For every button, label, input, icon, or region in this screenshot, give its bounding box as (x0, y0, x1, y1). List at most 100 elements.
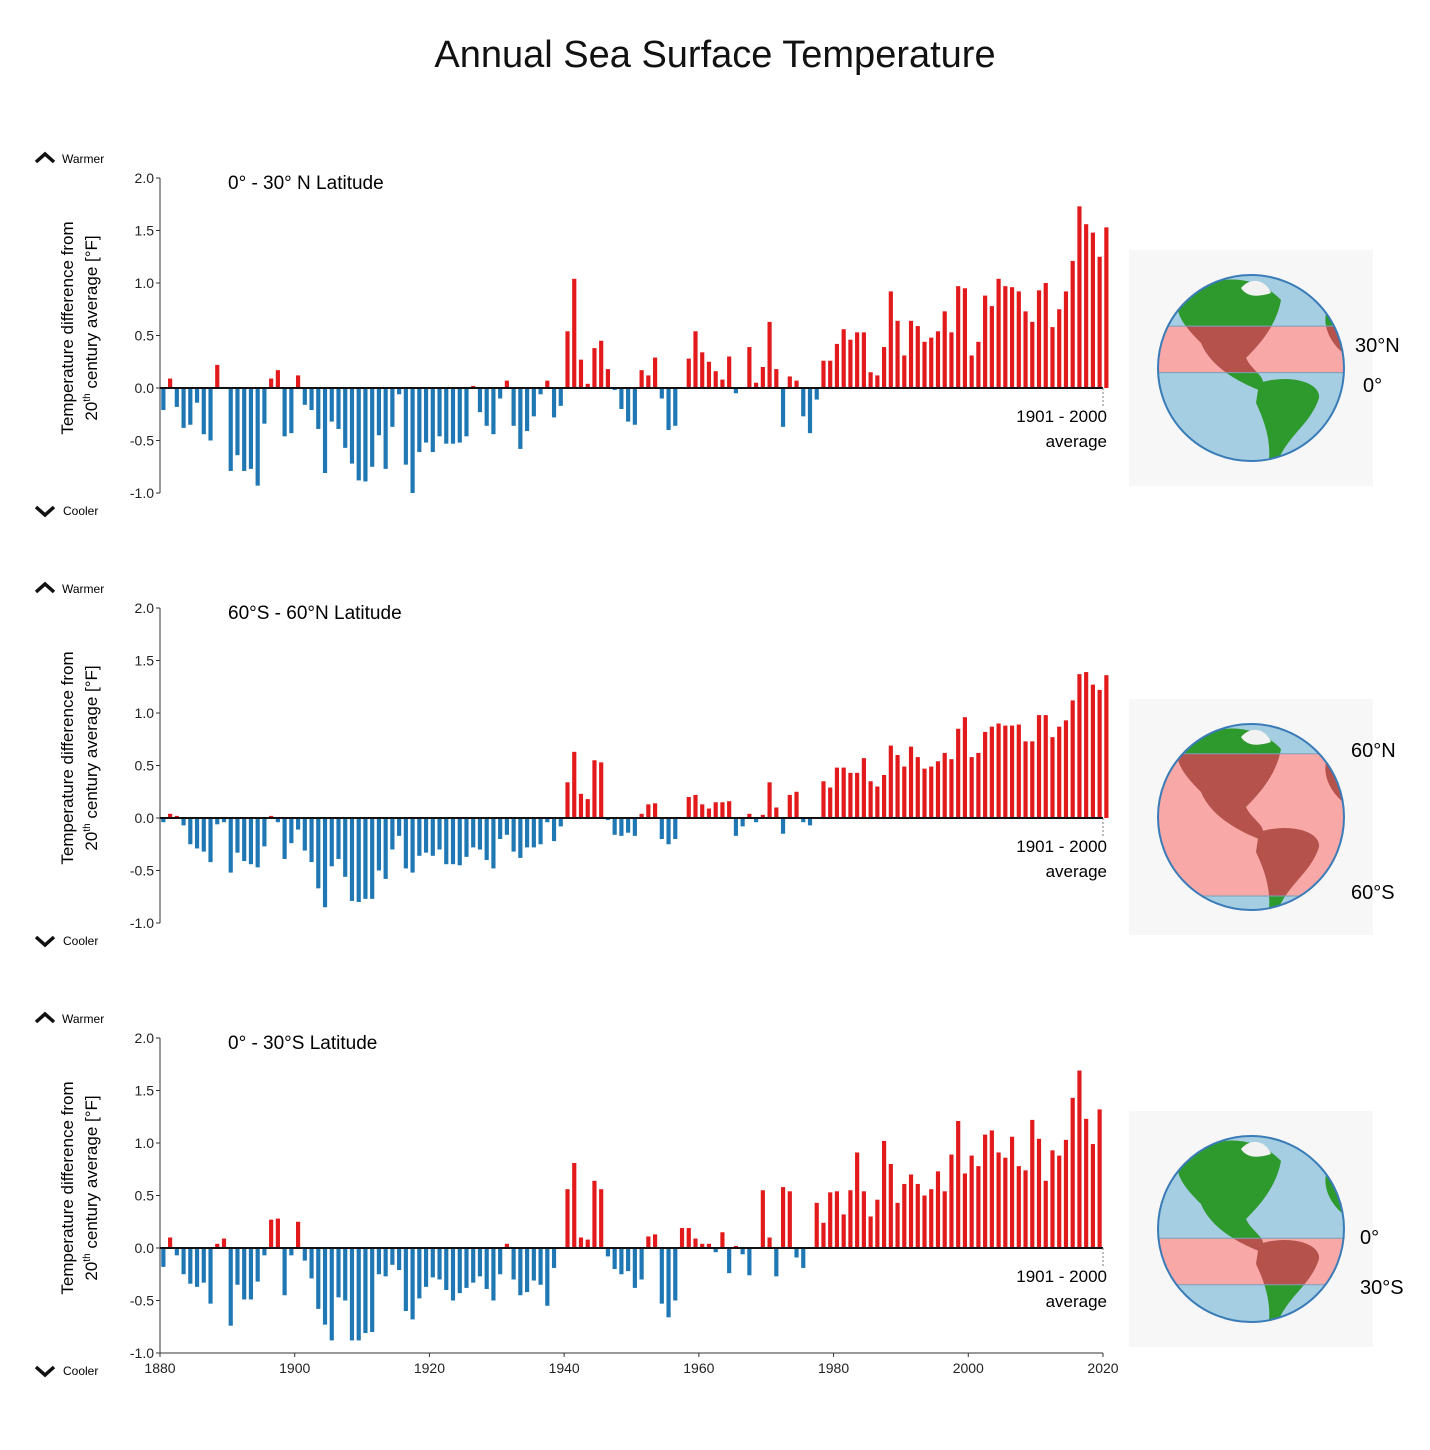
bar-2006 (1009, 287, 1015, 388)
bar-1921 (437, 388, 442, 437)
bar-2016 (1077, 206, 1082, 388)
bar-1923 (450, 1248, 456, 1301)
bar-1938 (551, 388, 557, 418)
y-axis-label-line2: 20th century average [°F] (82, 1095, 101, 1280)
y-tick-label: 1.0 (135, 275, 155, 291)
globe-label-top: 60°N (1351, 740, 1396, 762)
bar-1984 (861, 332, 866, 388)
y-axis-label-line2: 20th century average [°F] (82, 235, 101, 420)
bar-1906 (336, 388, 341, 429)
bar-1930 (498, 1248, 503, 1275)
y-tick-label: -0.5 (130, 1293, 154, 1309)
bar-1942 (578, 1237, 584, 1248)
y-axis-label-line1: Temperature difference from (58, 221, 77, 434)
bar-1937 (545, 818, 550, 823)
bar-1980 (834, 767, 840, 818)
chevron-down-icon (34, 1365, 56, 1378)
bar-1993 (922, 1195, 927, 1248)
globe-label-bottom: 0° (1363, 375, 1382, 397)
bar-1942 (578, 793, 584, 818)
globe-outline (1157, 1135, 1345, 1323)
bar-1992 (915, 326, 920, 388)
bar-1962 (713, 1248, 718, 1253)
bar-1967 (747, 813, 752, 818)
bar-1919 (423, 388, 429, 443)
bar-1961 (706, 1243, 712, 1248)
bar-2013 (1057, 309, 1062, 388)
bar-1880 (161, 818, 166, 823)
bar-1953 (652, 1234, 658, 1248)
bar-1991 (908, 320, 914, 388)
bar-2000 (969, 355, 974, 388)
bar-1972 (780, 388, 786, 427)
bar-1911 (370, 1248, 375, 1332)
bar-1909 (356, 388, 361, 481)
bar-1925 (464, 1248, 469, 1288)
bar-1938 (551, 1248, 557, 1268)
bar-1970 (767, 782, 772, 818)
bar-1985 (868, 1216, 873, 1248)
bar-1976 (807, 818, 813, 826)
bar-1927 (477, 388, 483, 413)
bar-2020 (1104, 675, 1109, 818)
bar-1888 (215, 364, 220, 388)
bar-1997 (949, 332, 954, 388)
bar-1905 (329, 388, 334, 422)
bar-1892 (242, 818, 247, 862)
bar-1964 (727, 1248, 732, 1274)
bar-1988 (888, 291, 893, 388)
bar-2009 (1030, 1119, 1035, 1248)
warmer-label: Warmer (62, 1012, 104, 1026)
bar-1946 (605, 369, 611, 388)
bar-1968 (754, 818, 759, 823)
average-label-line2: average (1046, 432, 1107, 451)
bar-1886 (201, 388, 206, 435)
bar-1933 (518, 818, 523, 858)
bar-1963 (720, 1232, 725, 1248)
bar-1975 (801, 818, 806, 823)
bar-1922 (444, 818, 449, 865)
bar-2012 (1050, 737, 1055, 818)
bar-1986 (875, 786, 880, 818)
bar-1989 (895, 320, 900, 388)
bar-1930 (498, 818, 503, 839)
bar-1931 (504, 380, 509, 388)
bar-1923 (450, 388, 456, 444)
bar-1963 (720, 802, 725, 818)
bar-2013 (1057, 1155, 1062, 1248)
bar-1885 (194, 1248, 200, 1287)
bar-1935 (531, 818, 536, 848)
x-tick-label: 1980 (818, 1360, 849, 1376)
bar-1960 (700, 352, 705, 388)
y-tick-label: 0.0 (135, 1240, 155, 1256)
bar-1975 (801, 1248, 806, 1268)
globe-outline (1157, 274, 1345, 462)
globe-1: 30°N 0° (1129, 250, 1400, 486)
bar-1911 (370, 388, 375, 467)
x-tick-label: 1940 (549, 1360, 580, 1376)
bar-1950 (632, 818, 637, 836)
bar-1951 (639, 370, 644, 388)
bar-1998 (956, 1120, 961, 1248)
bar-1903 (316, 1248, 321, 1309)
globe-band-land (1177, 326, 1344, 373)
bar-1895 (262, 1248, 267, 1256)
bar-1953 (652, 803, 658, 818)
bar-2005 (1003, 1157, 1008, 1248)
bar-1914 (390, 1248, 395, 1265)
globe-land-na (1177, 1140, 1281, 1251)
bar-1973 (787, 376, 792, 388)
bar-1935 (531, 1248, 536, 1281)
bar-1985 (868, 372, 873, 388)
bar-1947 (612, 818, 617, 835)
bar-1903 (316, 388, 321, 429)
bar-1915 (397, 1248, 402, 1271)
bar-2002 (983, 731, 988, 818)
bar-1929 (491, 1248, 496, 1301)
bar-1897 (275, 1218, 280, 1248)
page-title: Annual Sea Surface Temperature (434, 34, 996, 76)
y-tick-label: -0.5 (130, 863, 154, 879)
chart-panel-1: Warmer Cooler Temperature difference from 2… (34, 151, 1109, 518)
bar-1902 (309, 818, 314, 863)
y-axis-label-line1: Temperature difference from (58, 651, 77, 864)
